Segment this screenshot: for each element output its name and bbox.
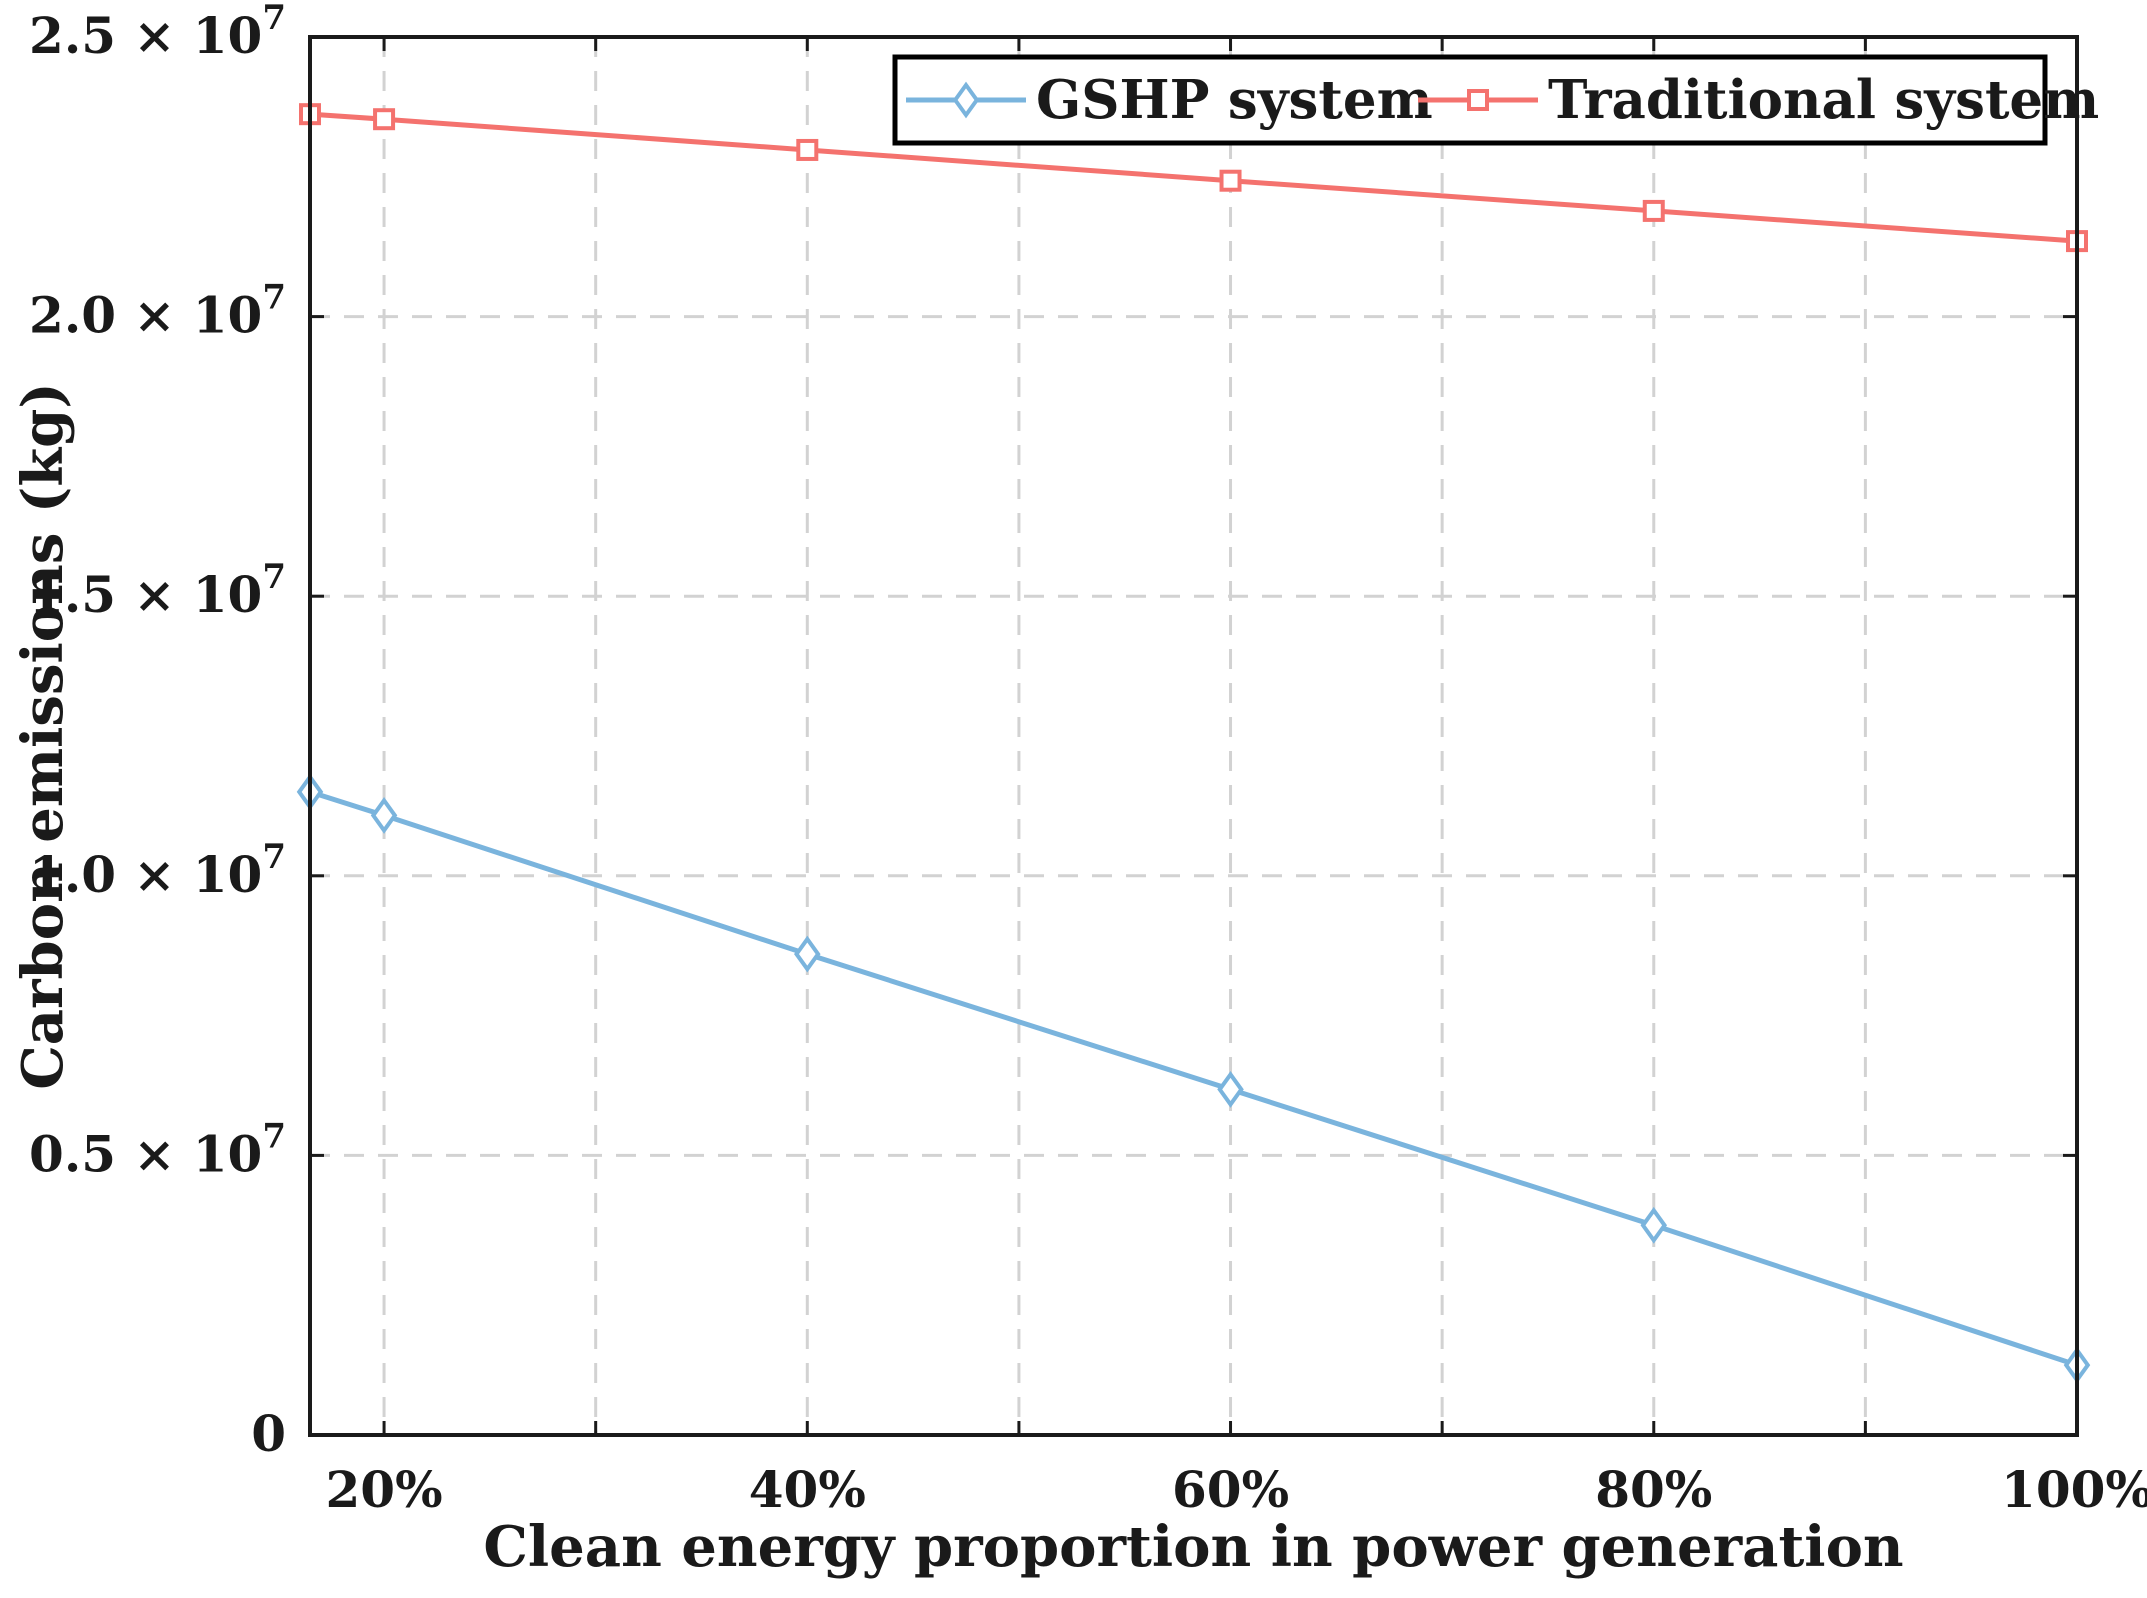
- tick-labels: 20% 40% 60% 80% 100% 0 0.5 × 107 1.0 × 107 1.5 ×…: [29, 0, 2147, 1519]
- legend-swatch-marker: [1467, 89, 1489, 111]
- x-tick-label: 20%: [326, 1460, 443, 1519]
- data-point: [796, 138, 819, 161]
- legend-label: Traditional system: [1548, 69, 2099, 131]
- legend-swatch-marker: [952, 81, 980, 119]
- x-tick-label: 100%: [2001, 1460, 2147, 1519]
- y-axis-title: Carbon emissions (kg): [10, 382, 76, 1090]
- data-point: [373, 108, 396, 131]
- y-tick-label: 1.0 × 107: [29, 837, 286, 904]
- y-tick-label: 0.5 × 107: [29, 1116, 286, 1183]
- y-tick-label: 1.5 × 107: [29, 557, 286, 624]
- data-point: [794, 935, 821, 973]
- series-diamond: [296, 773, 2091, 1384]
- y-tick-label: 0: [251, 1404, 286, 1463]
- grid-layer: [310, 37, 2079, 1435]
- data-point: [1217, 1070, 1244, 1108]
- legend: GSHP system Traditional system: [892, 54, 2099, 146]
- legend-label: GSHP system: [1036, 69, 1433, 131]
- x-axis-title: Clean energy proportion in power generat…: [483, 1514, 1903, 1580]
- series-square: [299, 103, 2088, 253]
- data-point: [1640, 1206, 1668, 1244]
- series-line: [309, 111, 2078, 244]
- series-layer: [296, 103, 2091, 1384]
- data-point: [1219, 169, 1242, 192]
- data-point: [1642, 199, 1665, 222]
- y-tick-label: 2.5 × 107: [29, 0, 286, 65]
- series-line: [309, 789, 2078, 1368]
- x-tick-label: 60%: [1172, 1460, 1289, 1519]
- x-tick-label: 40%: [749, 1460, 866, 1519]
- plot-frame: [308, 35, 2079, 1437]
- data-point: [370, 796, 398, 834]
- y-tick-label: 2.0 × 107: [29, 278, 286, 345]
- x-tick-label: 80%: [1595, 1460, 1712, 1519]
- tick-marks: [310, 35, 2079, 1437]
